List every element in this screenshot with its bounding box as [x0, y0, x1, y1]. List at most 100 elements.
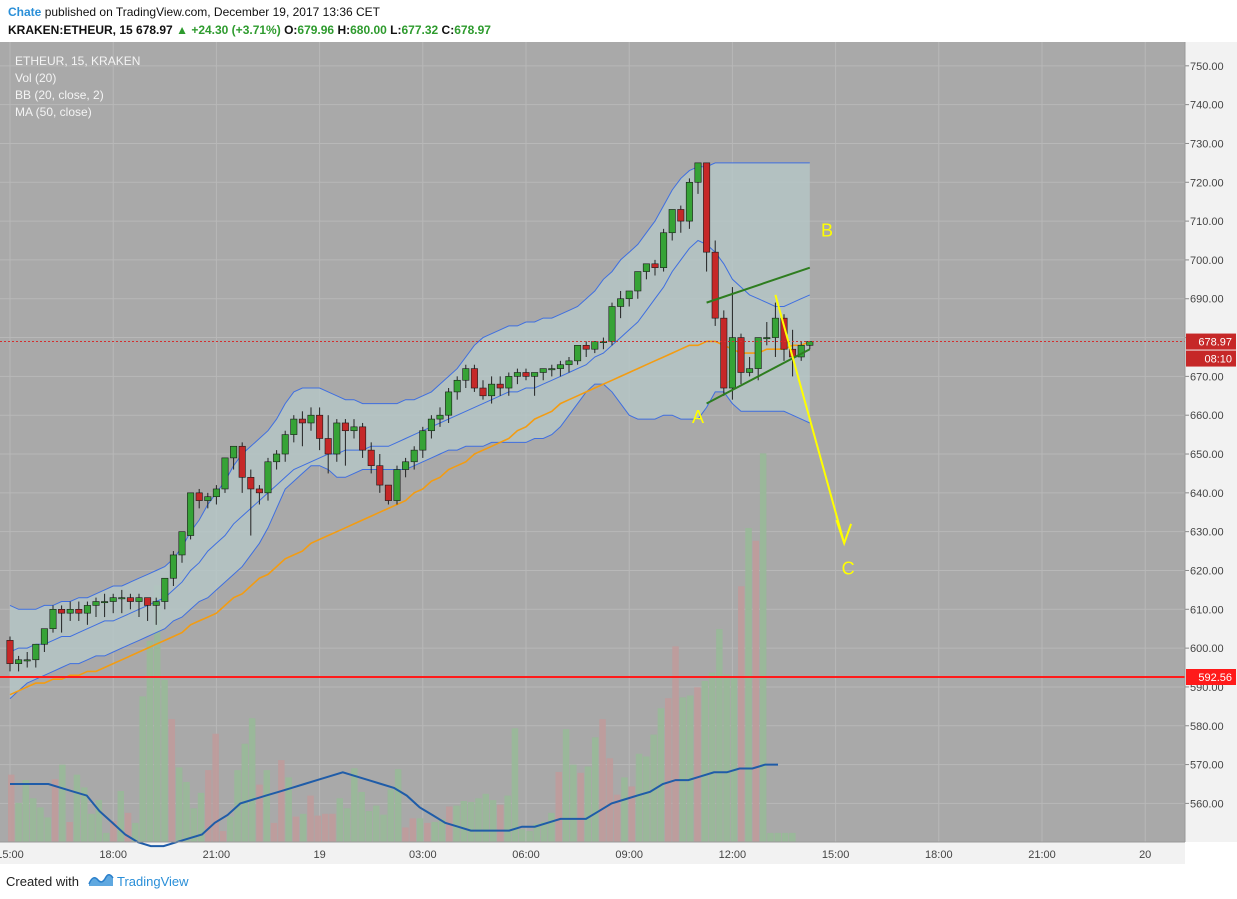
candle-body — [230, 445, 238, 459]
volume-bar — [570, 764, 577, 842]
volume-bar — [343, 808, 351, 842]
x-tick-label: 18:00 — [99, 849, 127, 861]
candle-body — [178, 531, 186, 556]
time-axis[interactable]: 15:00 18:00 21:00 19 03:00 06:00 09:00 12:00 15:… — [0, 841, 1185, 861]
volume-bar — [95, 800, 103, 842]
volume-bar — [767, 832, 774, 842]
volume-bar — [44, 817, 51, 842]
candle-body — [350, 426, 358, 432]
y-tick-label: 620.00 — [1190, 565, 1224, 577]
y-tick-label: 630.00 — [1190, 527, 1224, 539]
candle-body — [290, 418, 298, 435]
y-tick-label: 700.00 — [1190, 255, 1224, 267]
candle-body — [436, 414, 444, 420]
candle-body — [522, 372, 530, 377]
price-value: 678.97 — [136, 23, 173, 37]
volume-bar — [460, 801, 468, 842]
price-axis-panel — [1185, 42, 1237, 842]
volume-bar — [482, 793, 489, 842]
author-link[interactable]: Chate — [8, 5, 42, 19]
volume-bar — [73, 774, 81, 842]
volume-bar — [88, 813, 95, 842]
volume-bar — [497, 804, 504, 842]
volume-bar — [59, 764, 66, 842]
volume-bar — [643, 756, 650, 842]
volume-bar — [132, 822, 139, 842]
volume-bar — [774, 832, 781, 842]
tradingview-logo-icon — [88, 872, 114, 893]
candle-body — [711, 251, 719, 319]
volume-bar — [168, 719, 176, 842]
volume-bar — [146, 640, 154, 842]
legend-item: MA (50, close) — [15, 105, 92, 119]
candle-body — [496, 383, 504, 389]
volume-bar — [650, 734, 657, 842]
price-chart[interactable]: ETHEUR, 15, KRAKEN Vol (20) BB (20, close,… — [0, 42, 1237, 864]
volume-bar — [365, 811, 373, 842]
y-tick-label: 720.00 — [1190, 177, 1224, 189]
volume-bar — [29, 798, 37, 842]
candle-body — [58, 608, 66, 614]
candle-body — [49, 608, 57, 630]
candle-body — [281, 434, 289, 455]
x-tick-label: 19 — [313, 849, 325, 861]
volume-bar — [548, 812, 555, 842]
candle-body — [531, 372, 539, 377]
y-tick-label: 650.00 — [1190, 449, 1224, 461]
volume-bar — [738, 586, 745, 842]
candle-body — [453, 379, 461, 393]
plot-background — [0, 42, 1185, 842]
volume-bar — [321, 813, 329, 842]
volume-bar — [256, 784, 263, 842]
volume-bar — [745, 528, 752, 842]
volume-bar — [15, 802, 22, 842]
volume-bar — [124, 812, 132, 842]
volume-bar — [81, 787, 88, 842]
volume-bar — [781, 832, 789, 842]
candle-body — [513, 372, 521, 377]
candle-body — [341, 422, 349, 432]
candle-body — [324, 438, 332, 455]
volume-bar — [562, 729, 570, 842]
support-level-label-bg — [1186, 669, 1236, 685]
volume-bar — [183, 781, 190, 842]
candle-body — [255, 488, 263, 494]
volume-bar — [329, 813, 336, 842]
candle-body — [410, 449, 418, 463]
volume-bar — [336, 798, 343, 842]
volume-bar — [424, 822, 431, 842]
time-axis-panel — [0, 842, 1185, 864]
volume-bar — [519, 829, 526, 842]
volume-bar — [438, 819, 446, 842]
x-tick-label: 18:00 — [925, 849, 953, 861]
candle-body — [32, 643, 40, 661]
volume-bar — [686, 695, 694, 842]
tradingview-link[interactable]: TradingView — [117, 874, 189, 889]
volume-bar — [577, 772, 584, 842]
candle-body — [367, 449, 375, 466]
projection-arrow[interactable] — [774, 294, 853, 547]
volume-bar — [716, 629, 723, 842]
candle-body — [307, 414, 315, 424]
volume-bars — [8, 453, 796, 842]
countdown-label-bg — [1186, 350, 1236, 367]
candle-body — [565, 360, 573, 366]
volume-bar — [752, 540, 760, 842]
candle-body — [771, 317, 779, 338]
y-tick-label: 710.00 — [1190, 216, 1224, 228]
candle-body — [703, 162, 711, 253]
y-tick-label: 600.00 — [1190, 643, 1224, 655]
y-tick-label: 740.00 — [1190, 100, 1224, 112]
volume-bar — [621, 777, 628, 842]
candle-body — [66, 608, 74, 614]
support-level-label: 592.56 — [1198, 672, 1232, 684]
volume-bar — [22, 780, 30, 842]
volume-bar — [679, 697, 687, 842]
candle-body — [539, 368, 547, 373]
volume-bar — [533, 823, 541, 842]
candle-body — [126, 597, 134, 602]
volume-bar — [475, 798, 482, 842]
volume-bar — [248, 718, 256, 842]
bollinger-basis-line — [9, 239, 811, 653]
candle-body — [608, 306, 616, 342]
